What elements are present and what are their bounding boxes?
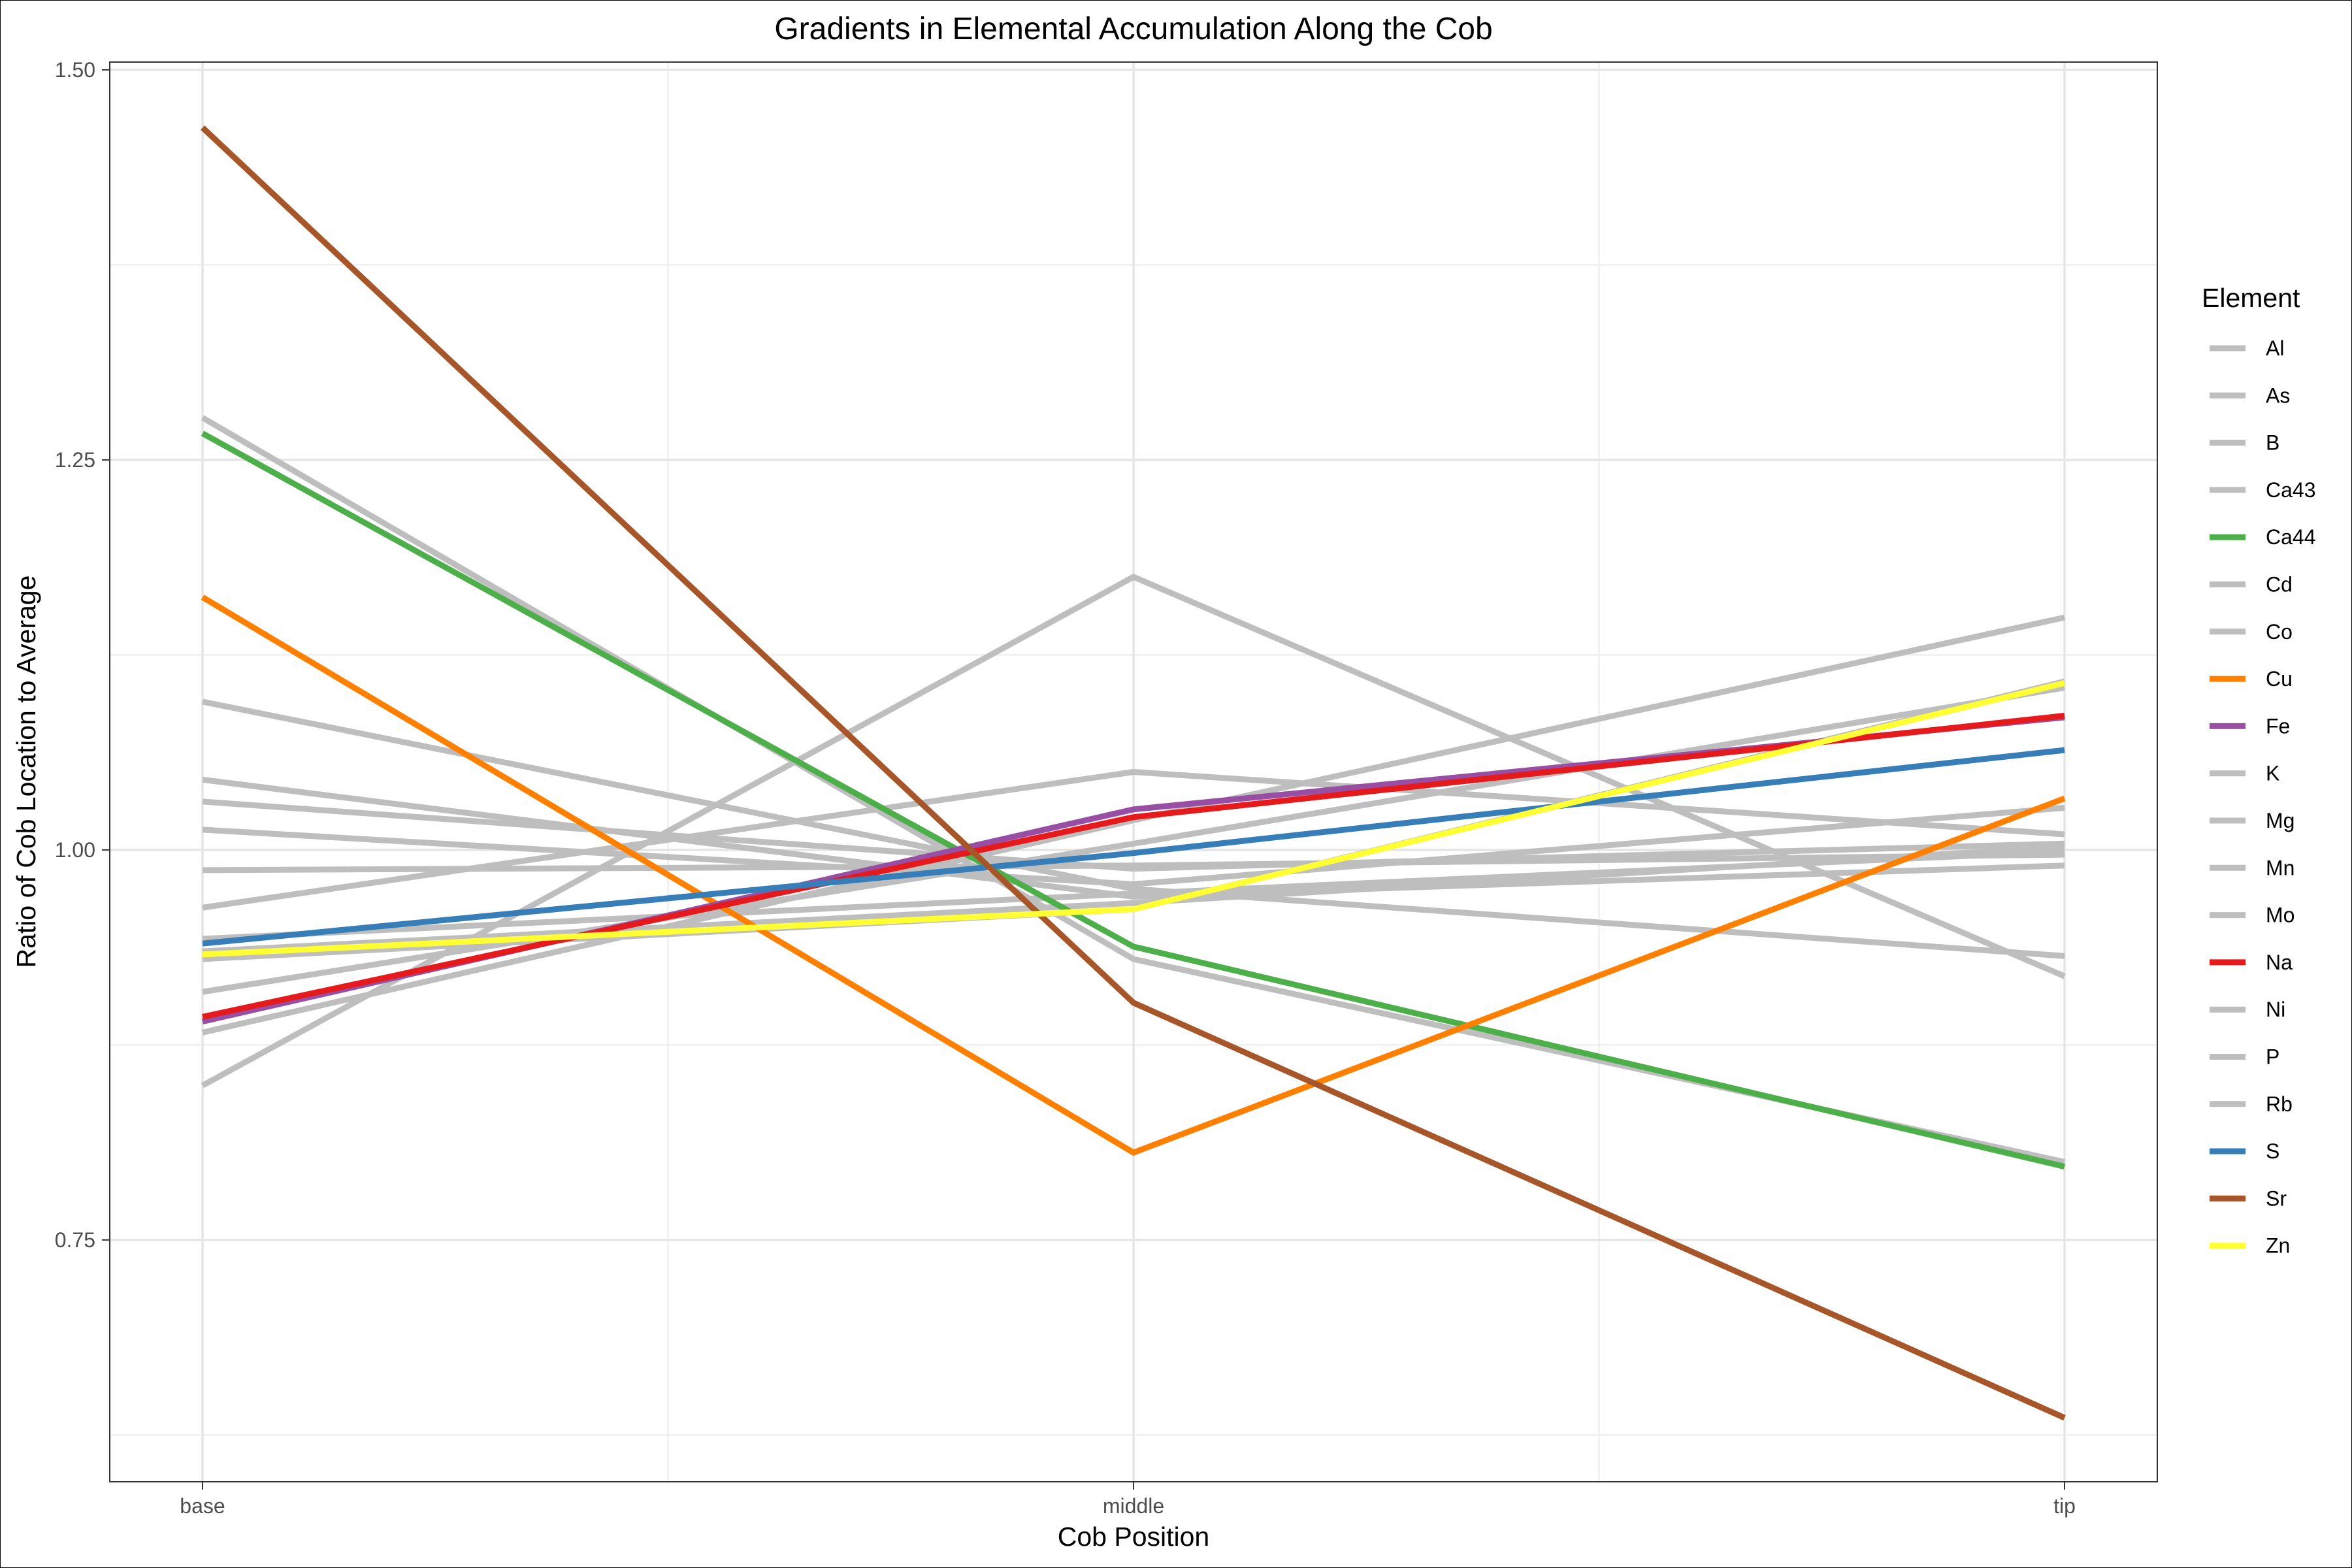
y-axis-title: Ratio of Cob Location to Average (11, 576, 41, 968)
legend-label-mg: Mg (2266, 809, 2295, 832)
series-line-ca44 (201, 431, 2066, 1169)
series-line-b (202, 798, 2065, 872)
legend-label-fe: Fe (2266, 714, 2290, 738)
legend-label-cu: Cu (2266, 667, 2293, 691)
y-tick-label: 1.50 (55, 58, 95, 82)
legend-label-al: Al (2266, 336, 2284, 360)
chart-title: Gradients in Elemental Accumulation Alon… (774, 12, 1492, 46)
x-tick-label: base (180, 1494, 225, 1518)
series-line-co (202, 769, 2065, 911)
legend-label-ca43: Ca43 (2266, 478, 2316, 502)
legend-title: Element (2202, 283, 2300, 313)
series-lines (200, 125, 2066, 1421)
x-tick-label: middle (1103, 1494, 1164, 1518)
legend-label-b: B (2266, 431, 2279, 455)
legend-label-ni: Ni (2266, 998, 2285, 1021)
legend-label-rb: Rb (2266, 1092, 2293, 1116)
series-line-mo (201, 614, 2065, 1036)
series-line-as (202, 851, 2065, 874)
series-line-cu (201, 595, 2066, 1156)
legend: Element Al As B Ca43 Ca44 Cd Co Cu Fe K Mg Mn Mo Na Ni… (2202, 283, 2316, 1258)
series-line-k (202, 698, 2065, 959)
series-line-s (202, 747, 2065, 947)
series-line-mn (202, 804, 2065, 887)
y-tick-label: 1.25 (55, 448, 95, 472)
legend-label-mn: Mn (2266, 856, 2295, 879)
legend-label-p: P (2266, 1045, 2279, 1069)
legend-label-co: Co (2266, 620, 2293, 644)
series-line-p (202, 776, 2065, 900)
series-line-sr (200, 125, 2066, 1421)
legend-label-mo: Mo (2266, 904, 2295, 927)
legend-label-as: As (2266, 384, 2290, 407)
legend-label-sr: Sr (2266, 1186, 2287, 1210)
y-axis: 0.75 1.00 1.25 1.50 (55, 58, 110, 1252)
x-tick-label: tip (2053, 1494, 2076, 1518)
legend-label-zn: Zn (2266, 1234, 2290, 1258)
legend-items: Al As B Ca43 Ca44 Cd Co Cu Fe K Mg Mn Mo Na Ni P Rb S Sr Zn (2210, 336, 2316, 1258)
legend-label-k: K (2266, 762, 2279, 785)
legend-label-s: S (2266, 1139, 2279, 1163)
legend-label-ca44: Ca44 (2266, 525, 2316, 549)
y-tick-label: 0.75 (55, 1228, 95, 1252)
y-tick-label: 1.00 (55, 838, 95, 862)
series-line-rb (202, 843, 2065, 955)
legend-label-na: Na (2266, 951, 2293, 974)
series-line-na (202, 713, 2065, 1020)
x-axis: base middle tip (180, 1482, 2076, 1518)
x-axis-title: Cob Position (1058, 1522, 1209, 1552)
series-line-zn (202, 680, 2066, 958)
legend-label-cd: Cd (2266, 573, 2293, 596)
